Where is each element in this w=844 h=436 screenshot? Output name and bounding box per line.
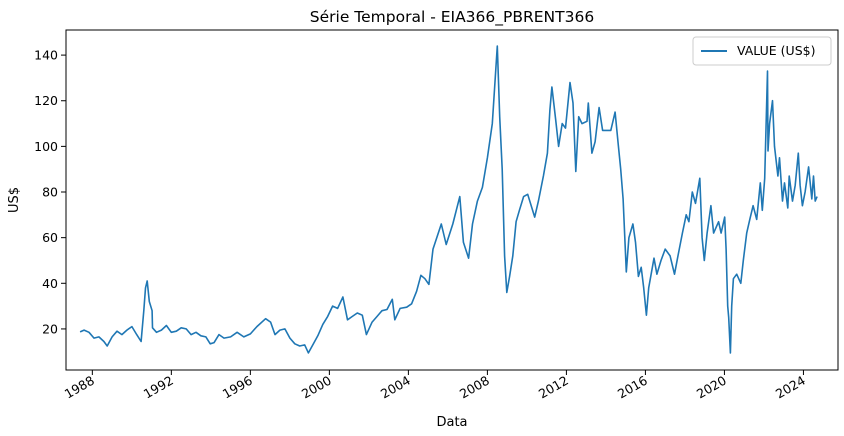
y-axis-label: US$ <box>7 187 22 213</box>
x-axis-label: Data <box>436 415 467 430</box>
y-tick-label: 80 <box>42 185 58 200</box>
y-tick-label: 120 <box>34 93 58 108</box>
y-tick-label: 40 <box>42 276 58 291</box>
plot-frame <box>65 29 839 371</box>
legend-entry-value-usd: VALUE (US$) <box>737 43 815 58</box>
legend: VALUE (US$) <box>692 36 832 66</box>
chart-title: Série Temporal - EIA366_PBRENT366 <box>310 8 594 27</box>
y-tick-label: 60 <box>42 230 58 245</box>
legend-frame <box>692 36 832 66</box>
y-tick-label: 20 <box>42 321 58 336</box>
series-line-value-usd <box>79 45 818 354</box>
y-axis: 20 40 60 80 100 120 140 <box>34 48 66 336</box>
y-tick-label: 140 <box>34 48 58 63</box>
y-tick-label: 100 <box>34 139 58 154</box>
